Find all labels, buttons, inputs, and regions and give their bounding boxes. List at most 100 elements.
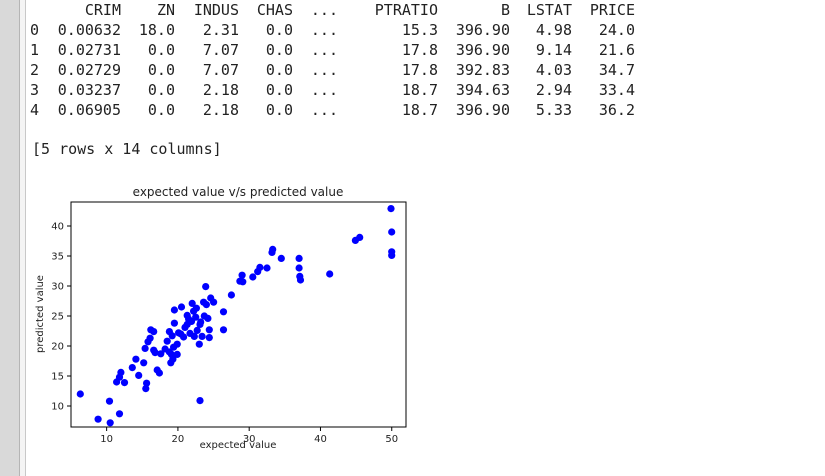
data-point xyxy=(150,328,158,336)
data-point xyxy=(219,308,228,316)
x-tick-label: 40 xyxy=(314,434,327,445)
table-cell: 392.83 xyxy=(455,61,510,79)
data-point xyxy=(170,306,178,314)
column-header: LSTAT xyxy=(526,1,572,19)
table-cell: 17.8 xyxy=(401,61,438,79)
table-cell: 396.90 xyxy=(455,21,510,39)
table-cell: 2.31 xyxy=(202,21,239,39)
table-row: 2 0.02729 0.0 7.07 0.0 ... 17.8 392.83 4… xyxy=(30,60,635,80)
table-cell: 0.0 xyxy=(265,81,293,99)
x-tick-label: 20 xyxy=(172,434,185,445)
table-cell: 0.0 xyxy=(147,81,175,99)
table-cell: 33.4 xyxy=(598,81,635,99)
data-point xyxy=(153,366,161,374)
table-cell: 2.18 xyxy=(202,81,239,99)
table-cell: 0.0 xyxy=(265,21,293,39)
data-point xyxy=(163,337,171,345)
x-tick-label: 30 xyxy=(243,434,256,445)
table-cell: 396.90 xyxy=(455,41,510,59)
data-point xyxy=(239,278,247,286)
table-cell: 2.94 xyxy=(535,81,572,99)
data-point xyxy=(117,368,125,376)
data-point xyxy=(238,271,246,279)
data-point xyxy=(388,228,396,236)
data-point xyxy=(141,344,149,352)
y-tick-label: 20 xyxy=(51,342,64,353)
table-cell: 0.0 xyxy=(265,101,293,119)
x-axis-label: expected value xyxy=(200,440,277,451)
scroll-track[interactable] xyxy=(20,0,26,476)
data-point xyxy=(142,385,150,393)
table-cell: 0.0 xyxy=(265,41,293,59)
table-cell: ... xyxy=(310,81,338,99)
data-point xyxy=(295,264,303,272)
table-cell: 0.00632 xyxy=(57,21,121,39)
column-header: INDUS xyxy=(193,1,239,19)
table-row: 3 0.03237 0.0 2.18 0.0 ... 18.7 394.63 2… xyxy=(30,80,635,100)
table-cell: 0.02729 xyxy=(57,61,121,79)
data-point xyxy=(197,318,205,326)
data-point xyxy=(128,364,136,372)
dataframe-table: CRIM ZN INDUS CHAS ... PTRATIO B LSTAT P… xyxy=(30,0,635,120)
table-row: 0 0.00632 18.0 2.31 0.0 ... 15.3 396.90 … xyxy=(30,20,635,40)
table-cell: 0.02731 xyxy=(57,41,121,59)
y-tick-label: 30 xyxy=(51,282,64,293)
data-point xyxy=(180,333,188,341)
data-point xyxy=(135,371,143,379)
row-index: 3 xyxy=(30,81,40,99)
data-point xyxy=(295,254,303,262)
data-point xyxy=(388,251,396,259)
column-header: PTRATIO xyxy=(374,1,438,19)
table-cell: 4.03 xyxy=(535,61,572,79)
data-point xyxy=(115,410,124,418)
table-cell: 36.2 xyxy=(598,101,635,119)
data-point xyxy=(157,350,165,358)
column-header: ... xyxy=(310,1,338,19)
data-point xyxy=(196,397,204,405)
table-cell: 5.33 xyxy=(535,101,572,119)
data-point xyxy=(195,340,203,348)
table-cell: 24.0 xyxy=(598,21,635,39)
data-point xyxy=(205,326,213,334)
row-index: 0 xyxy=(30,21,40,39)
data-point xyxy=(249,273,257,281)
x-tick-label: 10 xyxy=(100,434,113,445)
data-point xyxy=(269,245,277,253)
data-point xyxy=(202,301,210,309)
x-axis-ticks: 10 20 30 40 50 xyxy=(100,427,398,445)
data-point xyxy=(387,205,395,213)
table-cell: 2.18 xyxy=(202,101,239,119)
table-cell: 18.7 xyxy=(401,101,438,119)
data-point xyxy=(146,334,154,342)
data-point xyxy=(165,328,173,336)
editor-gutter xyxy=(0,0,20,476)
data-point xyxy=(204,314,212,322)
data-point xyxy=(170,319,178,327)
table-cell: ... xyxy=(310,61,338,79)
table-cell: 4.98 xyxy=(535,21,572,39)
row-index: 4 xyxy=(30,101,40,119)
data-point xyxy=(227,291,235,299)
row-index: 2 xyxy=(30,61,40,79)
table-cell: 9.14 xyxy=(535,41,572,59)
column-header: CHAS xyxy=(256,1,293,19)
data-point xyxy=(173,350,181,358)
y-tick-label: 35 xyxy=(51,252,64,263)
scatter-chart: expected value v/s predicted value 10 20 3… xyxy=(35,185,407,451)
table-cell: 0.0 xyxy=(265,61,293,79)
data-point xyxy=(94,415,102,423)
data-point xyxy=(190,332,198,340)
console-output: CRIM ZN INDUS CHAS ... PTRATIO B LSTAT P… xyxy=(30,0,635,120)
y-tick-label: 10 xyxy=(51,402,64,413)
table-cell: 394.63 xyxy=(455,81,510,99)
table-cell: 21.6 xyxy=(598,41,635,59)
data-point xyxy=(296,276,305,284)
data-point xyxy=(151,349,159,357)
data-point xyxy=(140,359,148,367)
data-point xyxy=(106,419,114,427)
table-cell: 18.7 xyxy=(401,81,438,99)
table-cell: ... xyxy=(310,41,338,59)
data-point xyxy=(192,304,200,312)
table-cell: 0.0 xyxy=(147,41,175,59)
data-point xyxy=(188,299,196,307)
